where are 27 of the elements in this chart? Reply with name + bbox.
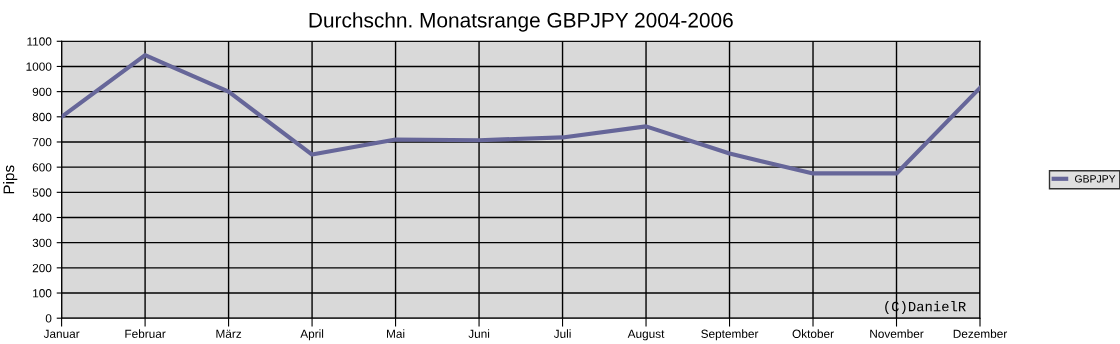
x-tick-label: Oktober [792,329,834,338]
x-tick-label: April [300,329,324,341]
y-tick-label: 1000 [26,62,52,71]
x-tick-label: Juni [468,329,490,338]
y-tick-label: 900 [32,87,52,97]
x-tick-label: Juli [553,329,571,338]
legend-label: GBPJPY [1075,175,1116,183]
x-tick-label: Februar [125,329,166,338]
x-tick-label: März [216,329,242,338]
chart-title: Durchschn. Monatsrange GBPJPY 2004-2006 [309,12,733,32]
y-tick-label: 400 [32,213,52,222]
y-tick-label: 500 [32,188,52,197]
x-tick-label: Januar [43,329,80,338]
y-tick-label: 200 [32,263,52,273]
y-tick-label: 800 [32,112,52,122]
x-tick-label: September [701,329,759,341]
x-tick-label: August [627,329,665,341]
x-tick-label: Mai [387,329,405,338]
y-tick-label: 600 [32,163,52,172]
y-tick-label: 700 [32,138,52,147]
y-tick-label: 0 [45,314,52,323]
x-tick-label: Dezember [953,329,1008,338]
x-tick-label: November [870,329,924,338]
y-axis-title: Pips [3,165,18,194]
y-tick-label: 1100 [27,37,52,46]
y-tick-label: 300 [32,238,52,248]
y-tick-label: 100 [33,289,52,298]
